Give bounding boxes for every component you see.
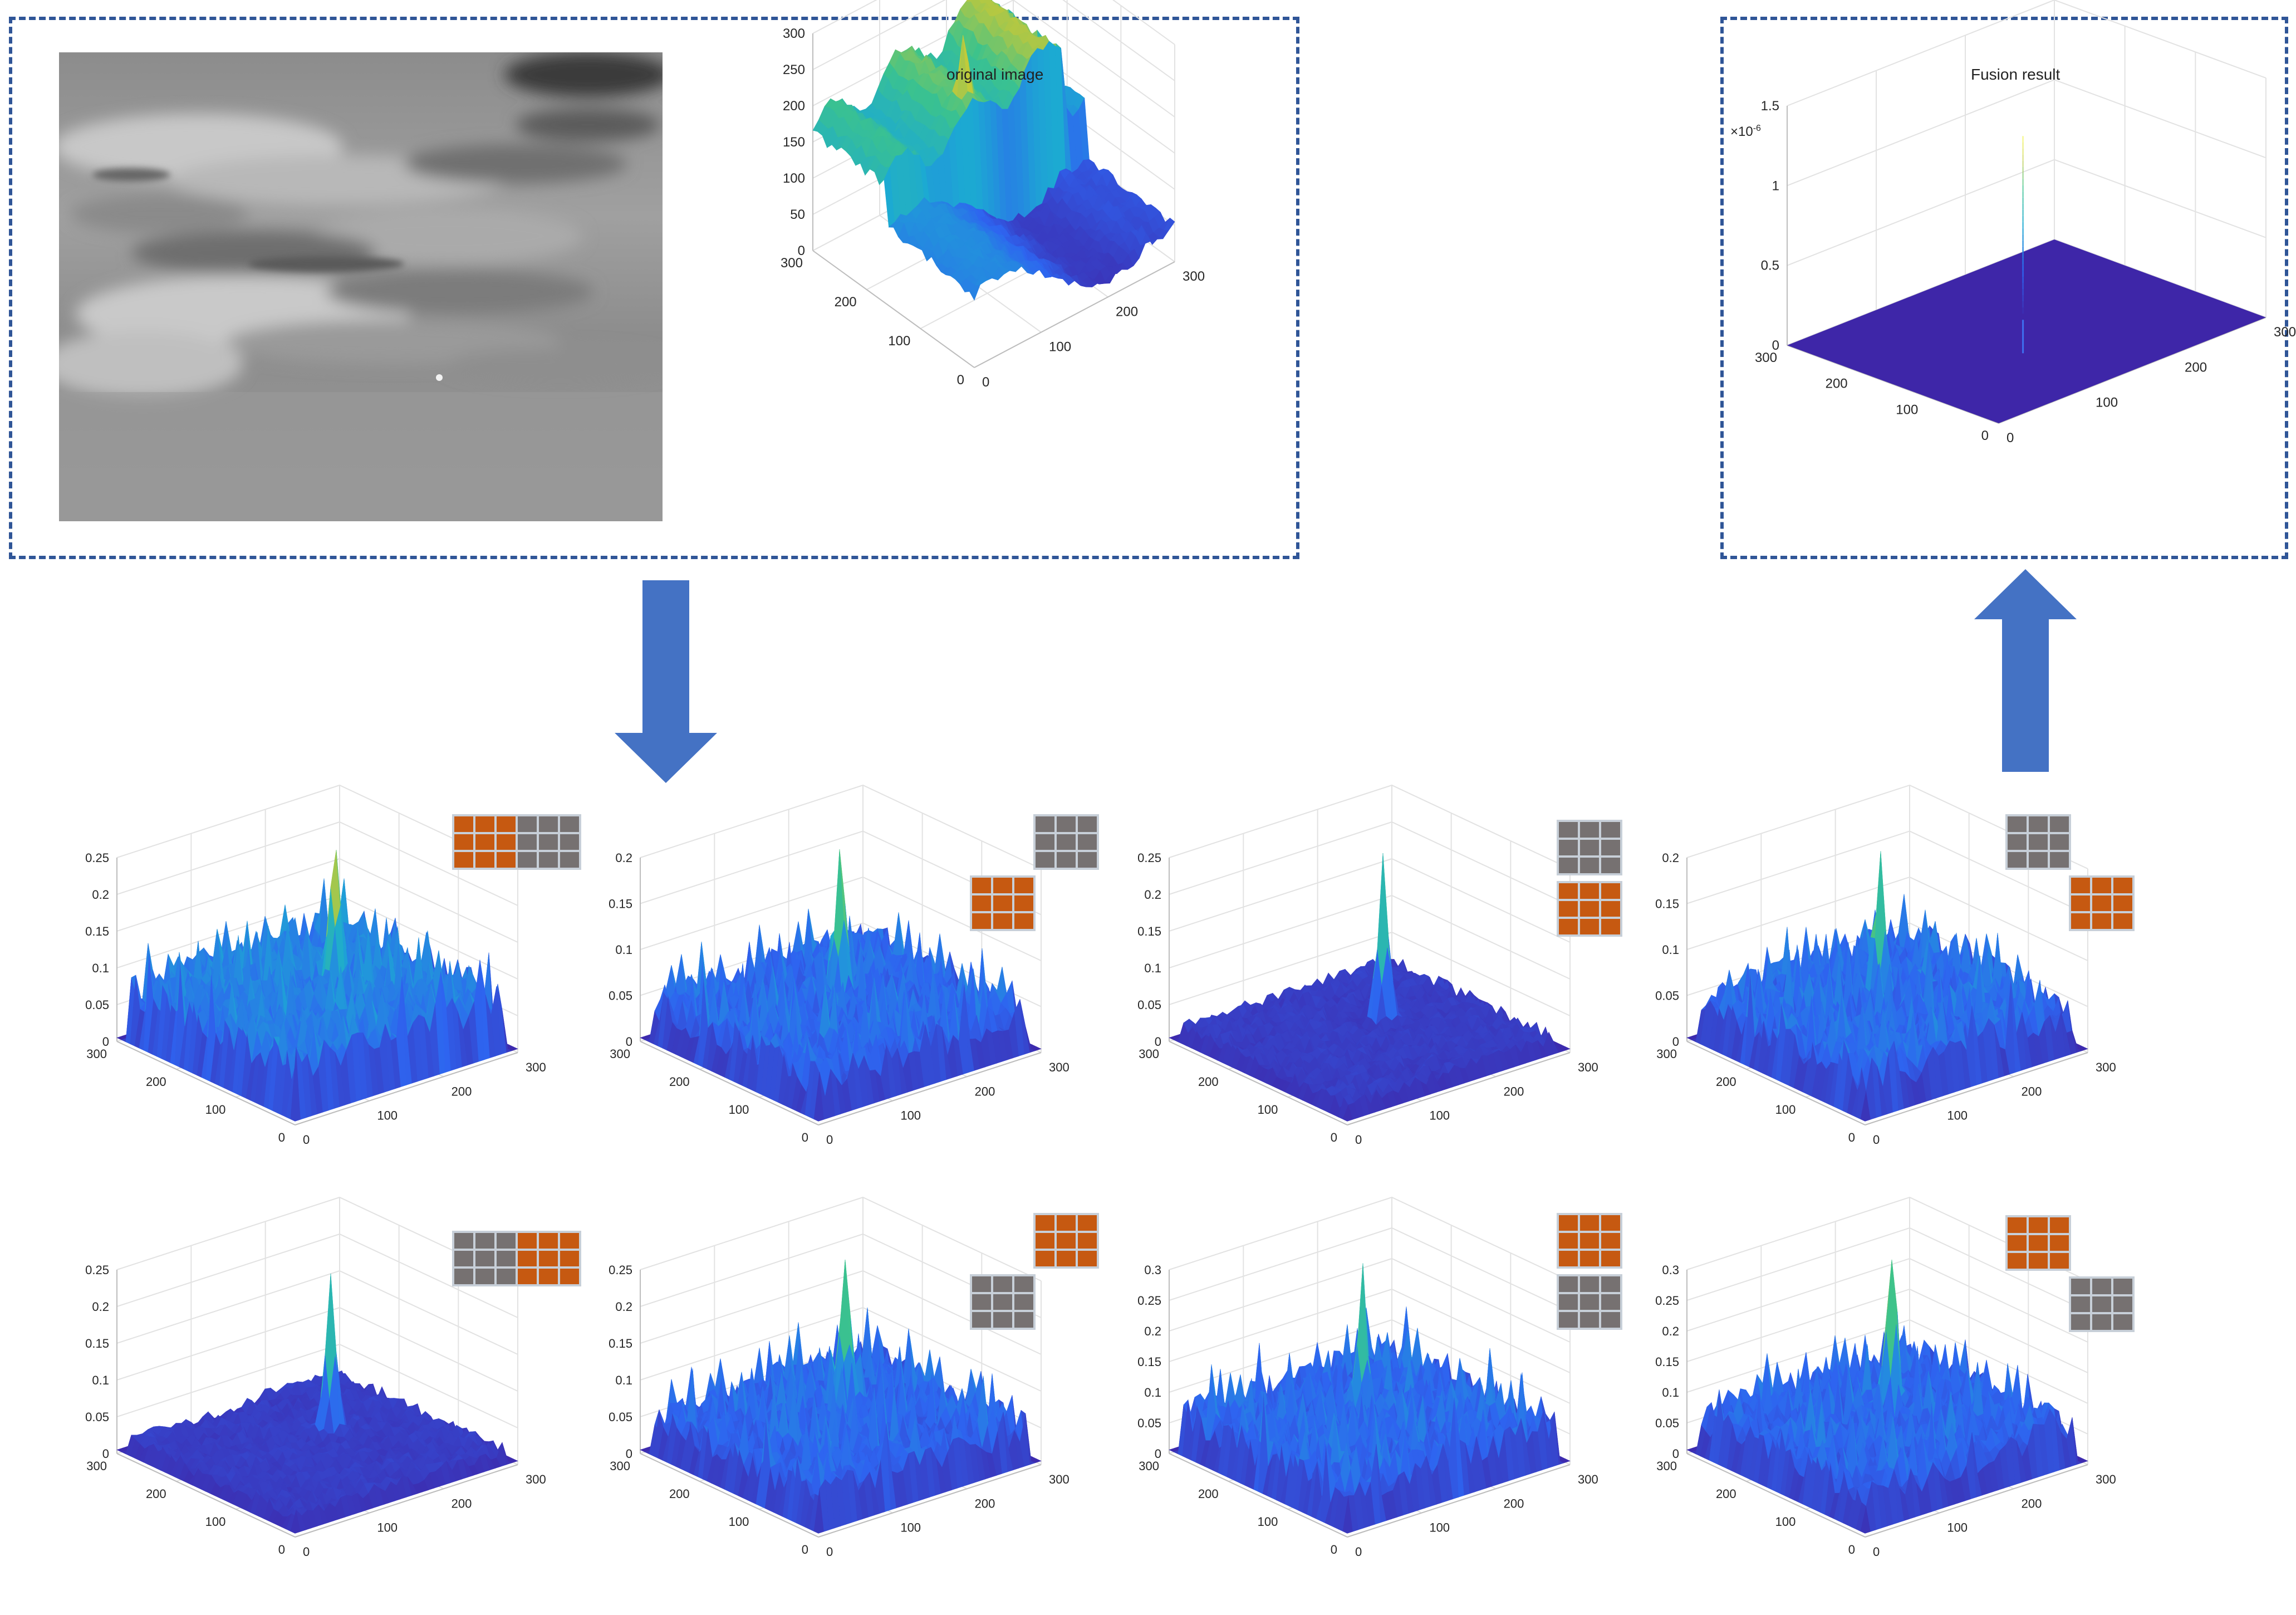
fusion-result-title: Fusion result <box>1971 66 2060 84</box>
subband-3-y-tick: 300 <box>1139 1047 1159 1061</box>
subband-1-x-tick: 0 <box>303 1133 310 1147</box>
subband-1-z-tick: 0.15 <box>85 924 109 938</box>
fusion-y-tick: 200 <box>1826 376 1848 391</box>
fusion-wall-gridline <box>1787 80 2266 185</box>
fusion-z-tick: 1.5 <box>1761 99 1779 114</box>
subband-1-z-tick: 0.25 <box>85 851 109 865</box>
subband-1-z-tick: 0.05 <box>85 998 109 1012</box>
original-x-tick: 100 <box>1049 340 1071 355</box>
original-z-tick: 200 <box>783 99 805 114</box>
subband-3-x-tick: 300 <box>1578 1060 1598 1074</box>
subband-2-y-tick: 0 <box>802 1130 808 1144</box>
subband-2-x-tick: 300 <box>1049 1060 1069 1074</box>
subband-1-x-tick: 200 <box>452 1084 472 1098</box>
subband-2-wall-gridline <box>640 785 1041 869</box>
original-x-tick: 0 <box>982 375 989 390</box>
up-arrow-icon <box>1974 569 2077 772</box>
subband-3-x-tick: 100 <box>1429 1109 1450 1123</box>
subband-1-x-tick: 100 <box>377 1109 398 1123</box>
subband-3-z-tick: 0.05 <box>1137 998 1161 1012</box>
subband-1-y-tick: 100 <box>205 1103 226 1117</box>
subband-3-z-tick: 0.2 <box>1144 888 1161 902</box>
subband-3-wall-gridline <box>1169 822 1570 906</box>
down-arrow-icon <box>615 580 717 783</box>
fusion-x-tick: 200 <box>2185 360 2207 375</box>
subband-1-y-tick: 0 <box>278 1130 285 1144</box>
subband-2-z-tick: 0.15 <box>609 897 632 911</box>
original-z-tick: 50 <box>790 207 805 222</box>
fusion-x-tick: 0 <box>2006 430 2014 446</box>
subband-2-z-tick: 0.05 <box>609 989 632 1003</box>
original-y-tick: 0 <box>957 373 964 388</box>
subband-1-y-tick: 200 <box>146 1075 166 1089</box>
subband-3-y-tick: 200 <box>1198 1075 1219 1089</box>
subband-3-wall-gridline <box>1169 785 1570 869</box>
subband-3-x-tick: 0 <box>1355 1133 1362 1147</box>
subband-2-x-tick: 100 <box>900 1109 921 1123</box>
subband-3-y-tick: 100 <box>1258 1103 1278 1117</box>
subband-1-z-tick: 0.1 <box>92 961 109 975</box>
subband-1-y-tick: 300 <box>86 1047 107 1061</box>
original-z-tick: 150 <box>783 135 805 150</box>
subband-2-x-tick: 200 <box>975 1084 995 1098</box>
infrared-image <box>59 52 663 521</box>
subband-2-y-tick: 100 <box>729 1103 749 1117</box>
original-x-tick: 300 <box>1183 269 1205 284</box>
original-image-title: original image <box>946 66 1043 84</box>
subband-2-z-tick: 0.2 <box>615 851 632 865</box>
subband-1-x-tick: 300 <box>526 1060 546 1074</box>
original-z-tick: 300 <box>783 26 805 41</box>
fusion-y-tick: 300 <box>1755 350 1777 365</box>
fusion-z-tick: 1 <box>1772 178 1779 193</box>
fusion-y-tick: 100 <box>1896 402 1918 417</box>
original-y-tick: 300 <box>781 256 803 271</box>
subband-3-z-tick: 0.1 <box>1144 961 1161 975</box>
fusion-z-tick: 0.5 <box>1761 258 1779 273</box>
subband-2-x-tick: 0 <box>826 1133 833 1147</box>
original-z-tick: 250 <box>783 62 805 77</box>
subband-3-z-tick: 0.25 <box>1137 851 1161 865</box>
fusion-exponent-label: ×10-6 <box>1730 124 1761 140</box>
subband-2-y-tick: 200 <box>669 1075 690 1089</box>
subband-2-y-tick: 300 <box>610 1047 630 1061</box>
subband-3-wall-gridline <box>1169 859 1570 942</box>
fusion-y-tick: 0 <box>1981 428 1989 443</box>
fusion-flat-plane <box>1787 239 2266 423</box>
original-z-tick: 100 <box>783 171 805 186</box>
subband-3-x-tick: 200 <box>1504 1084 1524 1098</box>
fusion-x-tick: 100 <box>2096 395 2118 410</box>
subband-3-z-tick: 0.15 <box>1137 924 1161 938</box>
subband-1-z-tick: 0.2 <box>92 888 109 902</box>
original-y-tick: 200 <box>835 295 857 310</box>
subband-2-z-tick: 0.1 <box>615 943 632 957</box>
fusion-wall-gridline <box>1787 160 2266 266</box>
original-y-tick: 100 <box>888 334 910 349</box>
fusion-x-tick: 300 <box>2274 325 2296 340</box>
subband-3-y-tick: 0 <box>1331 1130 1337 1144</box>
original-x-tick: 200 <box>1116 304 1138 319</box>
